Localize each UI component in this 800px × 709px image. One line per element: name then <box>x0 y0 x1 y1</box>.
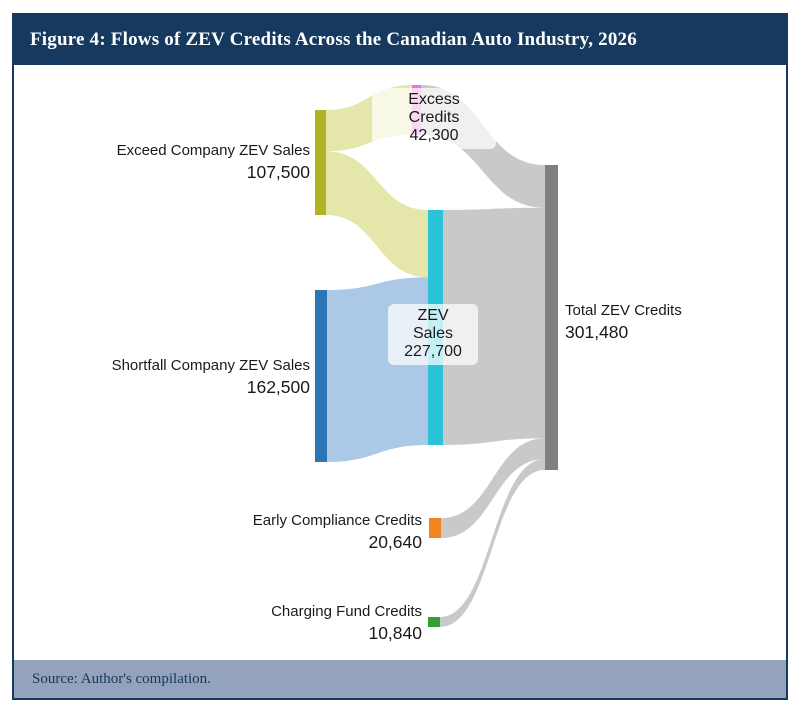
label-total-value: 301,480 <box>565 322 629 342</box>
label-charging-name: Charging Fund Credits <box>271 603 422 620</box>
label-shortfall-company-zev-sales: Shortfall Company ZEV Sales 162,500 <box>112 356 310 399</box>
figure-title: Figure 4: Flows of ZEV Credits Across th… <box>30 29 637 50</box>
sankey-chart-area: Exceed Company ZEV Sales 107,500 Shortfa… <box>14 65 786 660</box>
source-note: Source: Author's compilation. <box>32 670 211 687</box>
label-total-name: Total ZEV Credits <box>565 302 682 319</box>
label-zev-sales: ZEV Sales 227,700 <box>388 304 478 365</box>
label-early-compliance-credits: Early Compliance Credits 20,640 <box>253 511 422 554</box>
label-charging-fund-credits: Charging Fund Credits 10,840 <box>271 602 422 645</box>
node-total-zev-credits <box>545 165 558 470</box>
node-exceed-company-zev-sales <box>315 110 326 215</box>
label-zev-sales-value: 227,700 <box>404 343 462 360</box>
figure-title-bar: Figure 4: Flows of ZEV Credits Across th… <box>14 15 786 65</box>
flow-early-to-total <box>441 438 545 538</box>
label-excess-value: 42,300 <box>409 127 459 144</box>
label-excess-name: Excess Credits <box>408 91 460 126</box>
flow-charging-to-total <box>440 459 545 627</box>
node-charging-fund-credits <box>428 617 440 627</box>
label-charging-value: 10,840 <box>368 623 422 643</box>
node-early-compliance-credits <box>429 518 441 538</box>
label-total-zev-credits: Total ZEV Credits 301,480 <box>565 301 682 344</box>
label-exceed-name: Exceed Company ZEV Sales <box>116 142 310 159</box>
flow-exceed-to-zev-sales <box>326 151 428 278</box>
label-exceed-value: 107,500 <box>246 162 310 182</box>
figure-container: Figure 4: Flows of ZEV Credits Across th… <box>12 13 788 700</box>
label-zev-sales-name: ZEV Sales <box>412 307 454 342</box>
figure-footer: Source: Author's compilation. <box>14 660 786 698</box>
label-early-value: 20,640 <box>368 532 422 552</box>
label-excess-credits: Excess Credits 42,300 <box>372 88 496 149</box>
label-shortfall-name: Shortfall Company ZEV Sales <box>111 357 310 374</box>
flow-zev-sales-to-total <box>443 207 545 445</box>
node-shortfall-company-zev-sales <box>315 290 327 462</box>
label-exceed-company-zev-sales: Exceed Company ZEV Sales 107,500 <box>117 141 310 184</box>
label-early-name: Early Compliance Credits <box>252 512 422 529</box>
label-shortfall-value: 162,500 <box>246 377 310 397</box>
